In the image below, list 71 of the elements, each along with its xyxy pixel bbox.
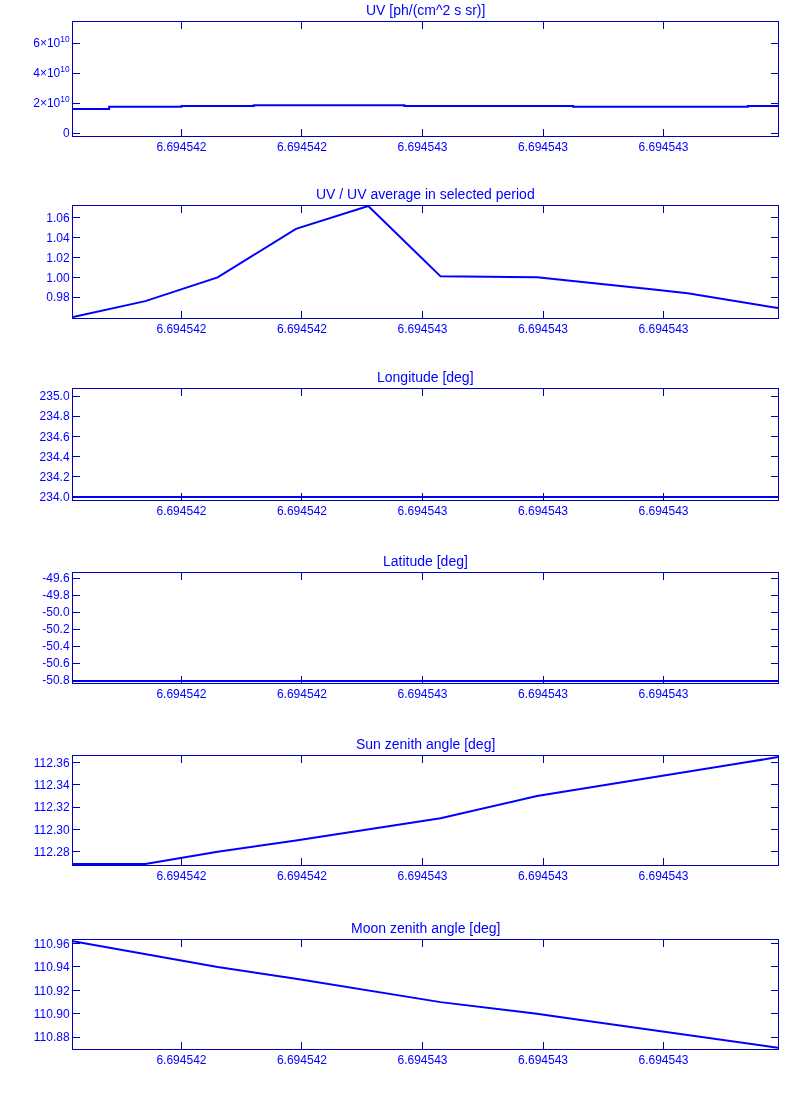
y-tick-label: -50.2	[42, 622, 70, 637]
chart-title: Moon zenith angle [deg]	[351, 920, 501, 936]
y-tick-label: 110.94	[33, 960, 70, 975]
x-tick-label: 6.694542	[156, 869, 207, 884]
y-tick-label: 1.02	[46, 250, 70, 265]
x-tick-label: 6.694542	[156, 140, 207, 155]
x-tick-label: 6.694542	[156, 1053, 207, 1068]
x-tick-label: 6.694543	[397, 140, 448, 155]
x-tick-label: 6.694543	[517, 1053, 569, 1068]
chart-title: Sun zenith angle [deg]	[356, 736, 496, 752]
x-tick-label: 6.694543	[517, 504, 569, 519]
y-tick-label: 234.6	[39, 429, 70, 444]
x-tick-label: 6.694543	[517, 687, 569, 702]
y-tick-label: -50.0	[42, 605, 70, 620]
line-series	[73, 756, 778, 865]
x-tick-label: 6.694543	[397, 687, 448, 702]
x-tick-label: 6.694543	[397, 869, 448, 884]
y-tick-label: 2×10$^{10}$	[33, 94, 70, 111]
x-tick-label: 6.694543	[517, 322, 569, 337]
x-tick-label: 6.694543	[517, 140, 569, 155]
x-tick-label: 6.694542	[156, 687, 207, 702]
y-tick-label: 112.30	[33, 822, 70, 837]
y-tick-label: 234.2	[39, 469, 70, 484]
x-tick-label: 6.694543	[638, 687, 689, 702]
chart-title: UV [ph/(cm^2 s sr)]	[366, 2, 486, 18]
x-tick-label: 6.694543	[638, 504, 689, 519]
x-tick-label: 6.694542	[156, 322, 207, 337]
y-tick-label: 112.36	[33, 755, 70, 770]
x-tick-label: 6.694542	[276, 869, 328, 884]
y-tick-label: -49.6	[42, 571, 70, 586]
y-tick-label: 110.88	[33, 1030, 70, 1045]
line-series	[73, 206, 778, 318]
y-tick-label: 110.90	[33, 1007, 70, 1022]
y-tick-label: 0	[62, 126, 70, 141]
y-tick-label: -50.8	[42, 673, 70, 688]
y-tick-label: 110.92	[33, 983, 70, 998]
y-tick-label: 1.06	[46, 211, 70, 226]
x-tick-label: 6.694542	[156, 504, 207, 519]
line-series	[73, 940, 778, 1049]
chart-title: Latitude [deg]	[383, 553, 468, 569]
y-tick-label: 234.4	[39, 449, 70, 464]
x-tick-label: 6.694543	[638, 322, 689, 337]
y-tick-label: 112.34	[33, 778, 70, 793]
y-tick-label: 112.32	[33, 800, 70, 815]
y-tick-label: 1.00	[46, 270, 70, 285]
x-tick-label: 6.694543	[517, 869, 569, 884]
x-tick-label: 6.694542	[276, 140, 328, 155]
x-tick-label: 6.694543	[638, 140, 689, 155]
y-tick-label: -49.8	[42, 588, 70, 603]
y-tick-label: 6×10$^{10}$	[33, 34, 70, 51]
x-tick-label: 6.694543	[397, 1053, 448, 1068]
x-tick-label: 6.694543	[638, 1053, 689, 1068]
chart-title: Longitude [deg]	[377, 369, 474, 385]
y-tick-label: 4×10$^{10}$	[33, 64, 70, 81]
y-tick-label: 234.8	[39, 409, 70, 424]
x-tick-label: 6.694542	[276, 504, 328, 519]
y-tick-label: -50.6	[42, 656, 70, 671]
y-tick-label: 1.04	[46, 230, 70, 245]
x-tick-label: 6.694543	[397, 504, 448, 519]
x-tick-label: 6.694543	[397, 322, 448, 337]
y-tick-label: 110.96	[33, 936, 70, 951]
y-tick-label: 0.98	[46, 290, 70, 305]
y-tick-label: 235.0	[39, 389, 70, 404]
x-tick-label: 6.694543	[638, 869, 689, 884]
y-tick-label: 234.0	[39, 490, 70, 505]
x-tick-label: 6.694542	[276, 1053, 328, 1068]
chart-title: UV / UV average in selected period	[316, 186, 535, 202]
x-tick-label: 6.694542	[276, 322, 328, 337]
y-tick-label: -50.4	[42, 639, 70, 654]
y-tick-label: 112.28	[33, 844, 70, 859]
x-tick-label: 6.694542	[276, 687, 328, 702]
